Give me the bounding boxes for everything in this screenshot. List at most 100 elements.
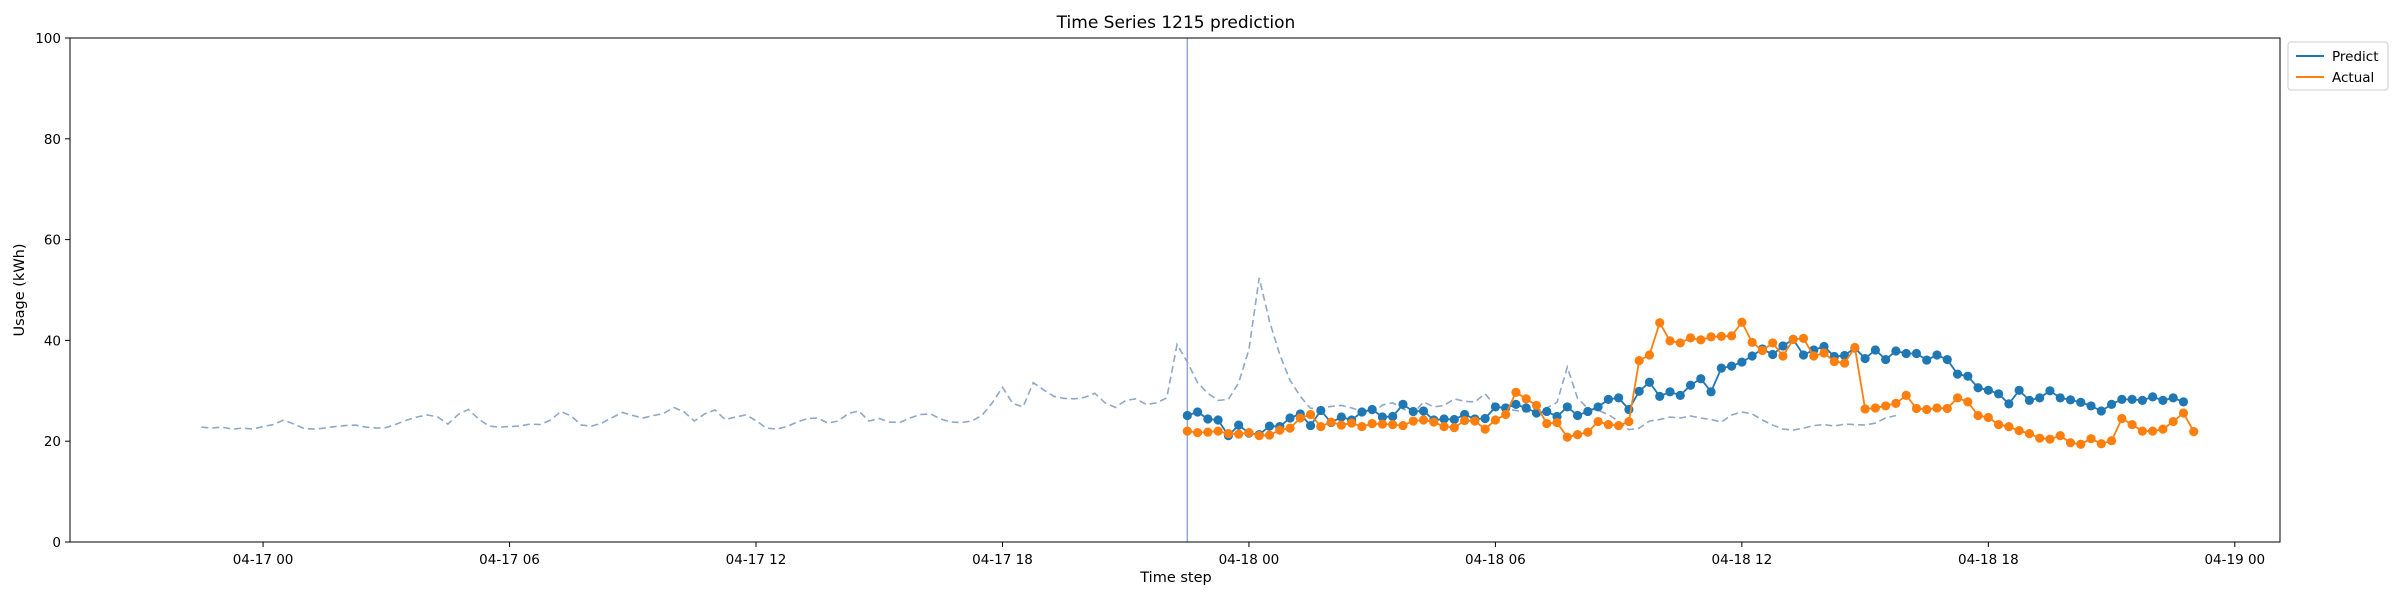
actual-point — [1768, 338, 1778, 348]
predict-point — [2045, 386, 2055, 396]
actual-point — [1994, 419, 2004, 430]
predict-point — [1911, 348, 1922, 359]
plot-area — [201, 38, 2199, 542]
actual-point — [1501, 409, 1511, 420]
predict-point — [2096, 406, 2106, 416]
actual-point — [1829, 356, 1839, 367]
actual-point — [1244, 428, 1254, 438]
actual-point — [2024, 429, 2035, 439]
actual-point — [2158, 424, 2168, 434]
actual-point — [1408, 416, 1418, 426]
actual-point — [1439, 421, 1449, 432]
predict-point — [1480, 413, 1490, 424]
actual-point — [1305, 409, 1316, 420]
predict-point — [1634, 386, 1644, 396]
y-axis-title: Usage (kWh) — [12, 243, 28, 336]
predict-point — [1747, 351, 1757, 361]
predict-point — [1994, 389, 2004, 399]
predict-point — [1901, 348, 1911, 359]
predict-point — [1870, 345, 1880, 355]
predict-point — [1716, 363, 1726, 373]
x-tick-label: 04-17 12 — [726, 552, 787, 568]
x-tick-label: 04-17 00 — [233, 552, 294, 568]
actual-point — [2148, 426, 2158, 436]
actual-point — [1470, 416, 1480, 426]
predict-point — [1942, 354, 1952, 365]
actual-point — [2189, 427, 2199, 437]
actual-point — [1182, 426, 1192, 436]
legend-label-actual: Actual — [2332, 70, 2374, 86]
predict-point — [2076, 397, 2086, 407]
predict-point — [1932, 350, 1942, 360]
predict-point — [2106, 399, 2117, 410]
actual-point — [1357, 421, 1367, 432]
actual-point — [1603, 419, 1613, 430]
actual-point — [1963, 397, 1973, 407]
y-tick-label: 100 — [35, 31, 61, 47]
actual-point — [1583, 427, 1593, 437]
actual-point — [1295, 413, 1305, 423]
predict-point — [2127, 394, 2137, 404]
actual-point — [1901, 390, 1911, 400]
actual-point — [1737, 317, 1747, 327]
actual-point — [2168, 416, 2178, 427]
y-tick-label: 60 — [44, 233, 61, 249]
actual-point — [1665, 336, 1675, 346]
predict-point — [1778, 341, 1788, 351]
predict-point — [2065, 395, 2076, 405]
actual-point — [1562, 432, 1572, 442]
actual-point — [1367, 418, 1377, 429]
actual-point — [1460, 415, 1470, 426]
actual-point — [1449, 422, 1459, 433]
predict-point — [1839, 350, 1850, 361]
predict-point — [2178, 397, 2189, 407]
predict-point — [1614, 393, 1624, 403]
actual-point — [1264, 430, 1275, 440]
predict-point — [1357, 407, 1367, 417]
predict-point — [1285, 413, 1295, 423]
predict-point — [2086, 401, 2096, 411]
predict-point — [2148, 392, 2158, 402]
actual-point — [1572, 430, 1583, 440]
actual-point — [1891, 398, 1901, 408]
actual-point — [2004, 421, 2014, 432]
predict-point — [1952, 369, 1963, 379]
actual-point — [1819, 348, 1829, 358]
predict-point — [1768, 349, 1778, 360]
predict-point — [2137, 395, 2147, 405]
actual-point — [1223, 429, 1233, 439]
actual-point — [1203, 427, 1213, 437]
actual-point — [1839, 358, 1850, 368]
predict-point — [1583, 406, 1593, 417]
predict-point — [1675, 390, 1685, 400]
predict-point — [1819, 341, 1829, 352]
predict-point — [2014, 385, 2024, 395]
predict-point — [1213, 415, 1223, 425]
actual-point — [1521, 394, 1531, 404]
actual-point — [1234, 429, 1244, 439]
predict-point — [1572, 410, 1583, 421]
actual-point — [1326, 417, 1336, 427]
y-tick-label: 80 — [44, 132, 61, 148]
actual-point — [1798, 333, 1809, 343]
predict-point — [1696, 374, 1706, 384]
actual-point — [2127, 419, 2137, 430]
actual-point — [2137, 426, 2147, 436]
predict-point — [1408, 406, 1418, 417]
x-tick-label: 04-18 06 — [1465, 552, 1526, 568]
predict-point — [1336, 412, 1346, 422]
actual-point — [1809, 351, 1819, 361]
actual-point — [1973, 410, 1983, 421]
legend: Predict Actual — [2287, 41, 2389, 91]
predict-point — [1316, 405, 1326, 416]
actual-point — [1655, 318, 1665, 328]
actual-point — [1747, 337, 1757, 348]
predict-point — [1973, 383, 1983, 393]
actual-point — [1685, 333, 1696, 343]
predict-point — [1182, 410, 1192, 421]
actual-point — [1727, 331, 1737, 341]
actual-point — [1429, 417, 1439, 427]
predict-point — [1922, 355, 1932, 365]
actual-point — [2076, 439, 2086, 449]
predict-point — [1511, 399, 1521, 410]
